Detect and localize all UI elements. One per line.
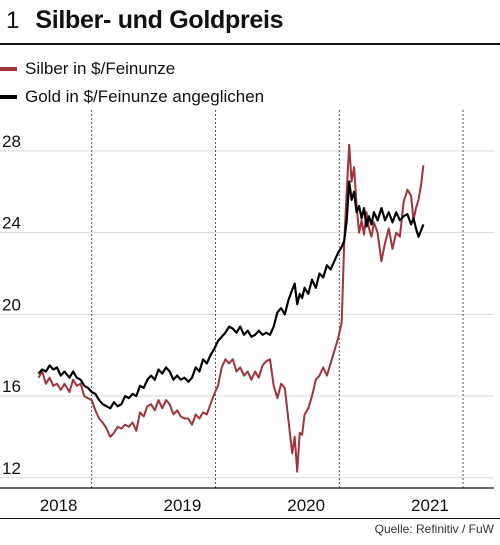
legend-label-gold: Gold in $/Feinunze angeglichen	[25, 87, 265, 106]
legend-swatch-silver	[0, 67, 17, 71]
x-tick-label: 2020	[287, 496, 325, 515]
x-axis: 2018 2019 2020 2021	[0, 487, 494, 515]
legend-label-silver: Silber in $/Feinunze	[25, 59, 176, 78]
series-line-silver	[37, 143, 425, 473]
x-tick-label: 2019	[163, 496, 201, 515]
grid	[0, 110, 494, 488]
source-note: Quelle: Refinitiv / FuW	[374, 522, 494, 536]
x-tick-label: 2021	[411, 496, 449, 515]
y-tick-label: 20	[2, 295, 21, 314]
y-tick-label: 12	[2, 459, 21, 478]
legend-item-gold: Gold in $/Feinunze angeglichen	[0, 83, 264, 111]
legend-item-silver: Silber in $/Feinunze	[0, 55, 264, 83]
x-tick-label: 2018	[40, 496, 78, 515]
y-tick-label: 24	[2, 214, 21, 233]
figure-number: 1	[6, 7, 20, 34]
title-rule	[0, 43, 500, 45]
legend-swatch-gold	[0, 95, 17, 99]
figure-header: 1 Silber- und Goldpreis	[6, 6, 284, 40]
chart-title: Silber- und Goldpreis	[35, 6, 284, 34]
y-tick-label: 28	[2, 132, 21, 151]
series-line-gold	[37, 180, 425, 410]
y-axis: 12 16 20 24 28	[2, 132, 21, 478]
y-tick-label: 16	[2, 377, 21, 396]
footer-rule	[0, 518, 500, 519]
series	[37, 143, 425, 473]
legend: Silber in $/Feinunze Gold in $/Feinunze …	[0, 55, 264, 111]
